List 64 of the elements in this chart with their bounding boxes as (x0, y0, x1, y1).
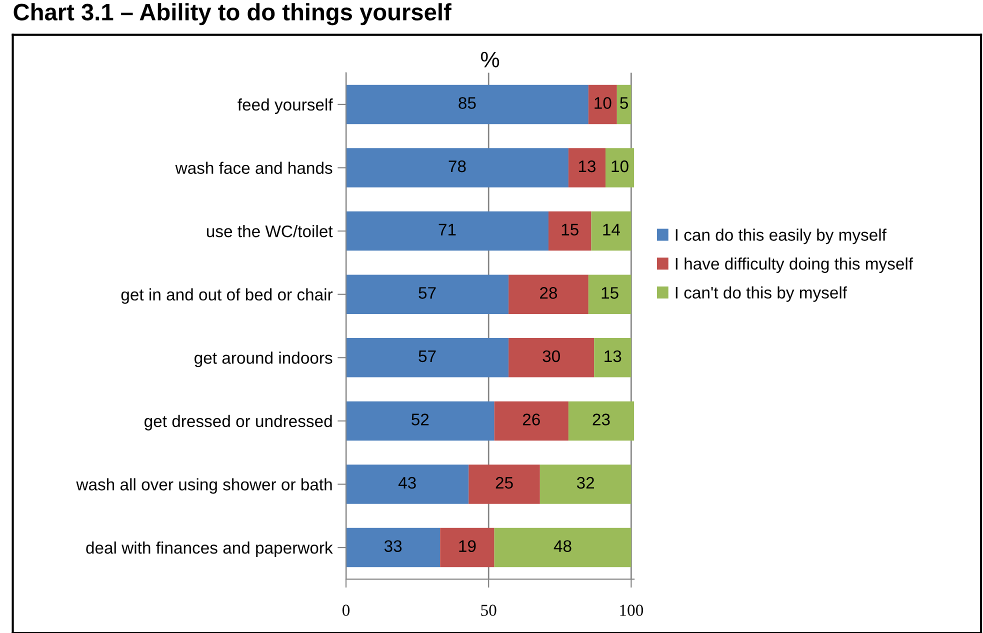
y-tick-label: deal with finances and paperwork (86, 542, 333, 558)
data-label: 25 (496, 476, 513, 489)
bar (346, 528, 440, 568)
data-label: 43 (398, 476, 416, 489)
bar (346, 464, 469, 504)
bar (440, 528, 494, 568)
data-label: 19 (459, 540, 476, 552)
x-axis-title: % (480, 52, 500, 68)
data-label: 23 (592, 414, 610, 426)
bar (588, 274, 632, 314)
bar (346, 211, 548, 251)
data-label: 14 (603, 224, 620, 236)
data-label: 30 (542, 350, 560, 362)
legend-label: I have difficulty doing this myself (676, 257, 914, 273)
bar (508, 338, 594, 378)
data-label: 33 (384, 540, 402, 552)
y-tick-label: get around indoors (194, 352, 332, 368)
data-label: 28 (540, 287, 558, 299)
chart-title: Chart 3.1 – Ability to do things yourself (14, 3, 452, 26)
data-label: 57 (418, 287, 436, 299)
data-label: 10 (612, 160, 628, 172)
data-label: 71 (438, 224, 456, 236)
data-label: 32 (576, 476, 594, 489)
bar (346, 338, 509, 378)
data-label: 15 (602, 287, 618, 299)
legend-label: I can do this easily by myself (676, 228, 886, 244)
x-tick-label: 0 (342, 604, 350, 616)
y-tick-label: wash all over using shower or bath (76, 478, 332, 494)
bar (346, 274, 509, 314)
bar (346, 401, 494, 441)
bar (346, 84, 588, 124)
data-label: 26 (522, 414, 540, 426)
y-tick-label: use the WC/toilet (207, 225, 333, 238)
data-label: 13 (604, 350, 622, 362)
bar (494, 528, 632, 568)
x-tick-label: 50 (481, 604, 496, 616)
y-tick-label: feed yourself (238, 98, 333, 114)
data-label: 57 (418, 350, 436, 362)
legend-label: I can't do this by myself (676, 286, 848, 302)
bar (548, 211, 592, 251)
bar (568, 401, 634, 441)
y-tick-label: get in and out of bed or chair (121, 288, 333, 304)
data-label: 13 (578, 160, 596, 172)
bar (568, 148, 606, 188)
x-tick-label: 100 (620, 604, 644, 616)
bar (468, 464, 540, 504)
data-label: 10 (594, 97, 612, 109)
bar (591, 211, 632, 251)
bar (594, 338, 632, 378)
data-label: 85 (458, 97, 476, 109)
bar (588, 84, 617, 124)
bar (616, 84, 632, 124)
bar (494, 401, 568, 441)
bar (346, 148, 568, 188)
data-label: 78 (448, 160, 466, 172)
bar (606, 148, 634, 188)
data-label: 5 (620, 97, 628, 109)
data-label: 15 (562, 224, 578, 236)
y-tick-label: wash face and hands (175, 162, 332, 174)
data-label: 52 (412, 414, 429, 426)
y-tick-label: get dressed or undressed (144, 414, 332, 430)
bar (508, 274, 588, 314)
data-label: 48 (554, 540, 572, 552)
bar (540, 464, 632, 504)
